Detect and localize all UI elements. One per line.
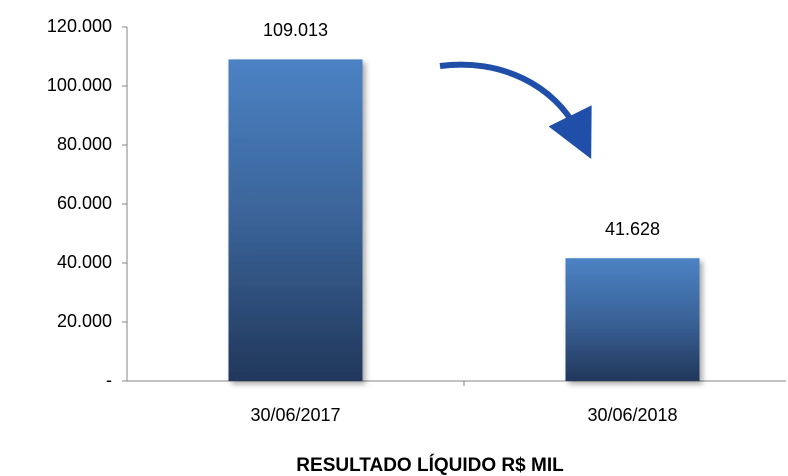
y-tick-label: 120.000 — [47, 16, 112, 36]
value-label: 41.628 — [605, 219, 660, 239]
arrow — [439, 61, 592, 159]
y-tick-label: - — [106, 370, 112, 390]
chart-title: RESULTADO LÍQUIDO R$ MIL — [296, 454, 564, 476]
bar — [565, 258, 700, 381]
y-tick-label: 60.000 — [57, 193, 112, 213]
bar — [228, 59, 363, 381]
y-tick-label: 20.000 — [57, 311, 112, 331]
y-tick-label: 40.000 — [57, 252, 112, 272]
y-tick-label: 100.000 — [47, 75, 112, 95]
x-tick-label: 30/06/2017 — [250, 405, 340, 425]
x-tick-label: 30/06/2018 — [587, 405, 677, 425]
y-tick-label: 80.000 — [57, 134, 112, 154]
value-label: 109.013 — [263, 20, 328, 40]
